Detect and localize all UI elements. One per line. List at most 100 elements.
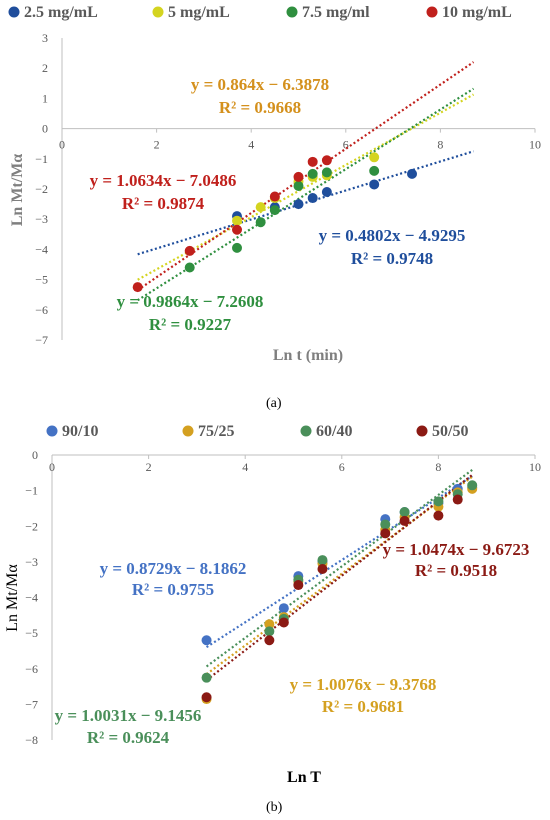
data-point xyxy=(369,165,380,176)
data-point xyxy=(255,202,266,213)
legend-marker xyxy=(426,6,438,18)
data-point xyxy=(184,245,195,256)
legend-marker xyxy=(182,425,194,437)
data-point xyxy=(407,168,418,179)
y-tick-label: −6 xyxy=(35,303,48,317)
trendline-equation: y = 0.864x − 6.3878 xyxy=(191,75,329,94)
data-point xyxy=(321,187,332,198)
y-tick-label: −5 xyxy=(25,626,38,640)
series-7-5-mg-ml xyxy=(184,165,380,273)
trendline-equation: y = 0.9864x − 7.2608 xyxy=(117,292,264,311)
data-point xyxy=(321,167,332,178)
series-60-40 xyxy=(201,480,478,683)
legend-label: 90/10 xyxy=(62,423,98,440)
data-point xyxy=(307,156,318,167)
y-axis-title: Ln Mt/Mα xyxy=(4,564,21,632)
data-point xyxy=(369,179,380,190)
data-point xyxy=(269,205,280,216)
legend-label: 5 mg/mL xyxy=(168,4,230,21)
data-point xyxy=(399,507,410,517)
y-tick-label: −4 xyxy=(25,591,38,605)
legend-label: 50/50 xyxy=(432,423,468,440)
legend-marker xyxy=(286,6,298,18)
data-point xyxy=(232,224,243,235)
data-point xyxy=(369,152,380,163)
data-point xyxy=(452,494,463,505)
trendline-60-40 xyxy=(205,469,473,668)
data-point xyxy=(264,626,275,637)
legend-marker xyxy=(416,425,428,437)
r-squared-label: R² = 0.9227 xyxy=(149,315,232,334)
data-point xyxy=(380,528,391,539)
trendline-equation: y = 1.0474x − 9.6723 xyxy=(383,540,530,559)
r-squared-label: R² = 0.9681 xyxy=(322,697,404,716)
legend-label: 60/40 xyxy=(316,423,352,440)
legend-marker xyxy=(8,6,20,18)
data-point xyxy=(399,515,410,526)
y-tick-label: −7 xyxy=(25,697,38,711)
y-tick-label: −1 xyxy=(35,152,48,166)
data-point xyxy=(293,199,304,210)
data-point xyxy=(264,635,275,646)
data-point xyxy=(433,496,444,507)
trendline-equation: y = 0.8729x − 8.1862 xyxy=(100,559,247,578)
data-point xyxy=(269,191,280,202)
data-point xyxy=(380,519,391,530)
legend-label: 7.5 mg/ml xyxy=(302,4,370,21)
trendline-7-5-mg-ml xyxy=(137,87,475,302)
y-tick-label: −2 xyxy=(35,182,48,196)
data-point xyxy=(467,480,478,491)
data-point xyxy=(132,282,143,293)
y-tick-label: −4 xyxy=(35,242,48,256)
x-tick-label: 6 xyxy=(343,138,349,152)
data-point xyxy=(307,168,318,179)
y-tick-label: −3 xyxy=(25,555,38,569)
legend-label: 10 mg/mL xyxy=(442,4,512,21)
data-point xyxy=(201,692,212,703)
r-squared-label: R² = 0.9874 xyxy=(122,194,205,213)
series-5-mg-ml xyxy=(232,152,380,226)
trendline-2-5-mg-ml xyxy=(137,150,474,256)
data-point xyxy=(293,580,304,591)
x-tick-label: 4 xyxy=(248,138,254,152)
legend-marker xyxy=(300,425,312,437)
data-point xyxy=(232,242,243,253)
x-tick-label: 10 xyxy=(529,138,541,152)
r-squared-label: R² = 0.9748 xyxy=(351,249,433,268)
series-50-50 xyxy=(201,494,463,703)
data-point xyxy=(264,619,275,630)
x-tick-label: 8 xyxy=(437,138,443,152)
panel-label-a: (a) xyxy=(266,396,282,411)
panel-label-b: (b) xyxy=(266,800,283,815)
x-tick-label: 8 xyxy=(435,460,441,474)
x-axis-title: Ln t (min) xyxy=(273,347,343,364)
y-tick-label: −1 xyxy=(25,484,38,498)
legend-label: 2.5 mg/mL xyxy=(24,4,98,21)
data-point xyxy=(278,617,289,628)
data-point xyxy=(184,262,195,273)
x-tick-label: 0 xyxy=(59,138,65,152)
chart-b: 0 2 4 6 8 10 0 −1 −2 −3 −4 −5 −6 −7 −8 Ln T Ln Mt/Mα 90/1… xyxy=(4,423,541,786)
r-squared-label: R² = 0.9624 xyxy=(87,728,170,747)
data-point xyxy=(278,603,289,614)
y-tick-label: −7 xyxy=(35,333,48,347)
data-point xyxy=(321,155,332,166)
data-point xyxy=(232,215,243,226)
trendline-90-10 xyxy=(205,475,473,649)
y-tick-label: −3 xyxy=(35,212,48,226)
y-axis-title: Ln Mt/Mα xyxy=(9,154,26,227)
x-tick-label: 0 xyxy=(49,460,55,474)
y-tick-label: 2 xyxy=(42,61,48,75)
trendline-equation: y = 1.0031x − 9.1456 xyxy=(55,706,202,725)
y-tick-label: 1 xyxy=(42,91,48,105)
legend-marker xyxy=(152,6,164,18)
x-tick-label: 4 xyxy=(242,460,248,474)
y-tick-label: 3 xyxy=(42,31,48,45)
legend-label: 75/25 xyxy=(198,423,234,440)
trendline-50-50 xyxy=(205,474,473,682)
r-squared-label: R² = 0.9755 xyxy=(132,580,214,599)
data-point xyxy=(293,171,304,182)
y-tick-label: 0 xyxy=(32,448,38,462)
